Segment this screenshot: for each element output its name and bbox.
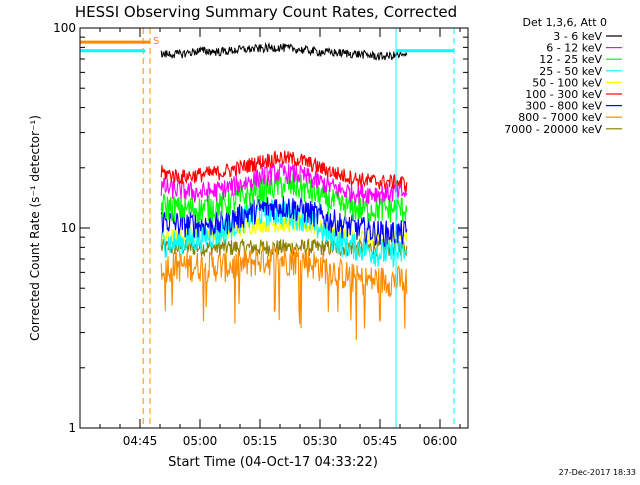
x-tick-label: 05:45 [363, 434, 398, 448]
series-line-8 [160, 245, 408, 341]
legend-label: 12 - 25 keV [539, 53, 602, 66]
legend-label: 3 - 6 keV [553, 30, 602, 43]
chart-title: HESSI Observing Summary Count Rates, Cor… [75, 3, 457, 21]
x-tick-label: 05:00 [183, 434, 218, 448]
series-line-1 [160, 42, 408, 61]
legend-label: 300 - 800 keV [525, 100, 602, 113]
legend-label: 7000 - 20000 keV [504, 123, 602, 136]
legend-label: 6 - 12 keV [546, 42, 602, 55]
axes: 1 10 100 04:45 05:00 05:15 05:30 05:45 06:00 [53, 21, 469, 448]
x-axis-label: Start Time (04-Oct-17 04:33:22) [168, 455, 378, 470]
footer-timestamp: 27-Dec-2017 18:33 [559, 468, 636, 477]
legend-label: 50 - 100 keV [532, 76, 602, 89]
x-tick-label: 05:30 [303, 434, 338, 448]
plot-frame [79, 27, 469, 429]
legend-label: 25 - 50 keV [539, 65, 602, 78]
x-tick-label: 06:00 [423, 434, 458, 448]
y-tick-label: 1 [68, 421, 76, 435]
legend-header: Det 1,3,6, Att 0 [523, 16, 607, 29]
x-tick-label: 05:15 [243, 434, 278, 448]
series-line-6 [160, 150, 408, 192]
x-tick-label: 04:45 [123, 434, 158, 448]
saa-label: S [153, 36, 159, 47]
y-tick-label: 100 [53, 21, 76, 35]
y-tick-label: 10 [61, 221, 76, 235]
legend-label: 800 - 7000 keV [518, 111, 602, 124]
legend-label: 100 - 300 keV [525, 88, 602, 101]
plot-data [160, 42, 408, 341]
series-line-7 [160, 195, 408, 247]
series-line-2 [160, 162, 408, 205]
y-axis-label: Corrected Count Rate (s⁻¹ detector⁻¹) [28, 115, 42, 341]
